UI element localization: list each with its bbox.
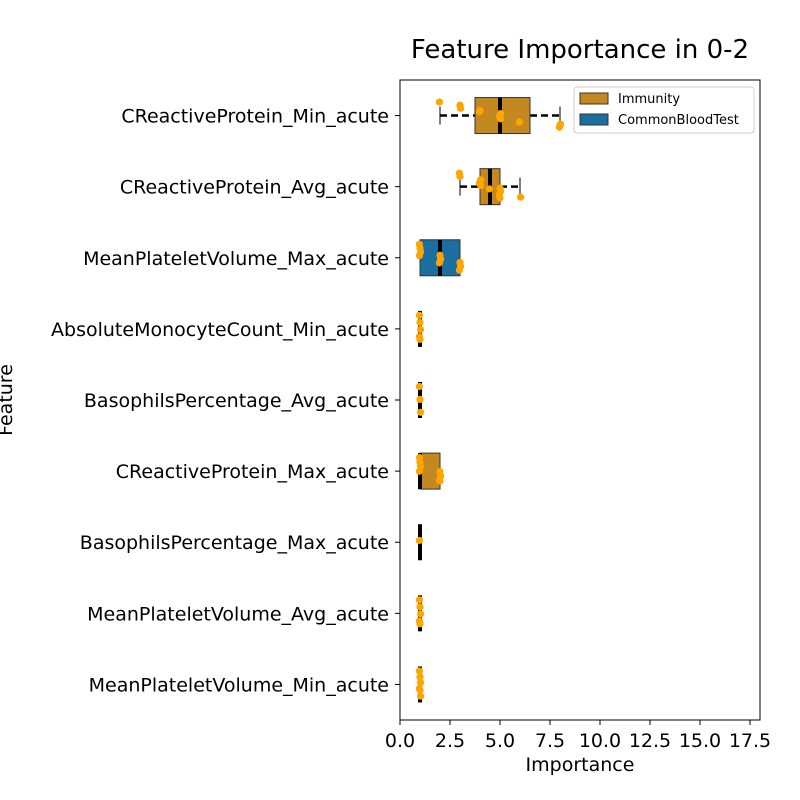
chart-title: Feature Importance in 0-2	[411, 35, 749, 65]
points-creactiveprotein-max-acute	[415, 454, 445, 485]
data-point	[515, 118, 524, 126]
x-axis-ticks: 0.0 2.5 5.0 7.5 10.0 12.5 15.0 17.5	[385, 720, 771, 752]
points-meanplateletvolume-min-acute	[415, 667, 425, 700]
y-tick-label-meanplateletvolume-min-acute: MeanPlateletVolume_Min_acute	[89, 674, 389, 696]
x-tick-label: 2.5	[435, 730, 465, 752]
x-tick-label: 5.0	[485, 730, 515, 752]
points-layer	[415, 98, 565, 700]
y-tick-label-creactiveprotein-min-acute: CReactiveProtein_Min_acute	[121, 106, 389, 128]
data-point	[415, 596, 423, 604]
y-tick-label-meanplateletvolume-max-acute: MeanPlateletVolume_Max_acute	[83, 248, 389, 270]
legend-frame	[573, 86, 755, 134]
data-point	[417, 679, 425, 687]
points-meanplateletvolume-max-acute	[415, 240, 465, 274]
data-point	[497, 115, 505, 123]
y-tick-label-creactiveprotein-avg-acute: CReactiveProtein_Avg_acute	[120, 177, 389, 199]
data-point	[415, 667, 423, 675]
data-point	[485, 185, 493, 193]
x-tick-label: 0.0	[385, 730, 415, 752]
data-point	[415, 382, 423, 391]
points-creactiveprotein-avg-acute	[455, 169, 525, 202]
data-point	[436, 477, 444, 485]
data-point	[417, 692, 425, 700]
y-tick-label-basophilspercentage-max-acute: BasophilsPercentage_Max_acute	[80, 532, 389, 554]
y-tick-label-basophilspercentage-avg-acute: BasophilsPercentage_Avg_acute	[84, 390, 389, 412]
data-point	[416, 603, 424, 611]
data-point	[416, 620, 424, 628]
points-basophilspercentage-max-acute	[415, 536, 423, 545]
y-tick-label-creactiveprotein-max-acute: CReactiveProtein_Max_acute	[116, 461, 389, 483]
data-point	[517, 193, 525, 201]
x-tick-label: 15.0	[679, 730, 721, 752]
legend-swatch-commonbloodtest	[579, 113, 609, 126]
y-tick-label-meanplateletvolume-avg-acute: MeanPlateletVolume_Avg_acute	[87, 603, 389, 625]
legend-label-immunity: Immunity	[618, 92, 680, 107]
x-axis-label: Importance	[526, 754, 635, 776]
data-point	[417, 325, 425, 334]
data-point	[417, 610, 425, 618]
legend-label-commonbloodtest: CommonBloodTest	[618, 113, 739, 128]
data-point	[456, 172, 464, 181]
y-axis-label: Feature	[0, 364, 17, 436]
data-point	[415, 536, 423, 545]
data-point	[555, 123, 564, 131]
y-tick-label-absolutemonocytecount-min-acute: AbsoluteMonocyteCount_Min_acute	[51, 319, 389, 341]
data-point	[416, 335, 424, 343]
legend: Immunity CommonBloodTest	[573, 86, 755, 134]
data-point	[435, 259, 443, 267]
data-point	[416, 318, 424, 327]
data-point	[455, 266, 463, 274]
data-point	[435, 98, 443, 106]
data-point	[477, 182, 485, 190]
x-tick-label: 17.5	[729, 730, 771, 752]
data-point	[415, 252, 423, 260]
data-point	[496, 194, 504, 202]
legend-swatch-immunity	[579, 92, 609, 105]
points-absolutemonocytecount-min-acute	[415, 311, 425, 343]
y-axis-ticks: CReactiveProtein_Min_acute CReactiveProte…	[51, 106, 400, 696]
data-point	[457, 104, 465, 112]
points-meanplateletvolume-avg-acute	[415, 596, 425, 628]
points-basophilspercentage-avg-acute	[415, 382, 425, 416]
data-point	[416, 395, 424, 403]
data-point	[476, 106, 484, 115]
x-tick-label: 7.5	[535, 730, 565, 752]
points-creactiveprotein-min-acute	[435, 98, 565, 131]
data-point	[416, 673, 424, 681]
x-tick-label: 10.0	[579, 730, 621, 752]
data-point	[415, 467, 423, 475]
data-point	[417, 408, 425, 416]
plot-frame	[399, 79, 761, 721]
x-tick-label: 12.5	[629, 730, 671, 752]
data-point	[416, 686, 424, 694]
data-point	[415, 311, 423, 319]
